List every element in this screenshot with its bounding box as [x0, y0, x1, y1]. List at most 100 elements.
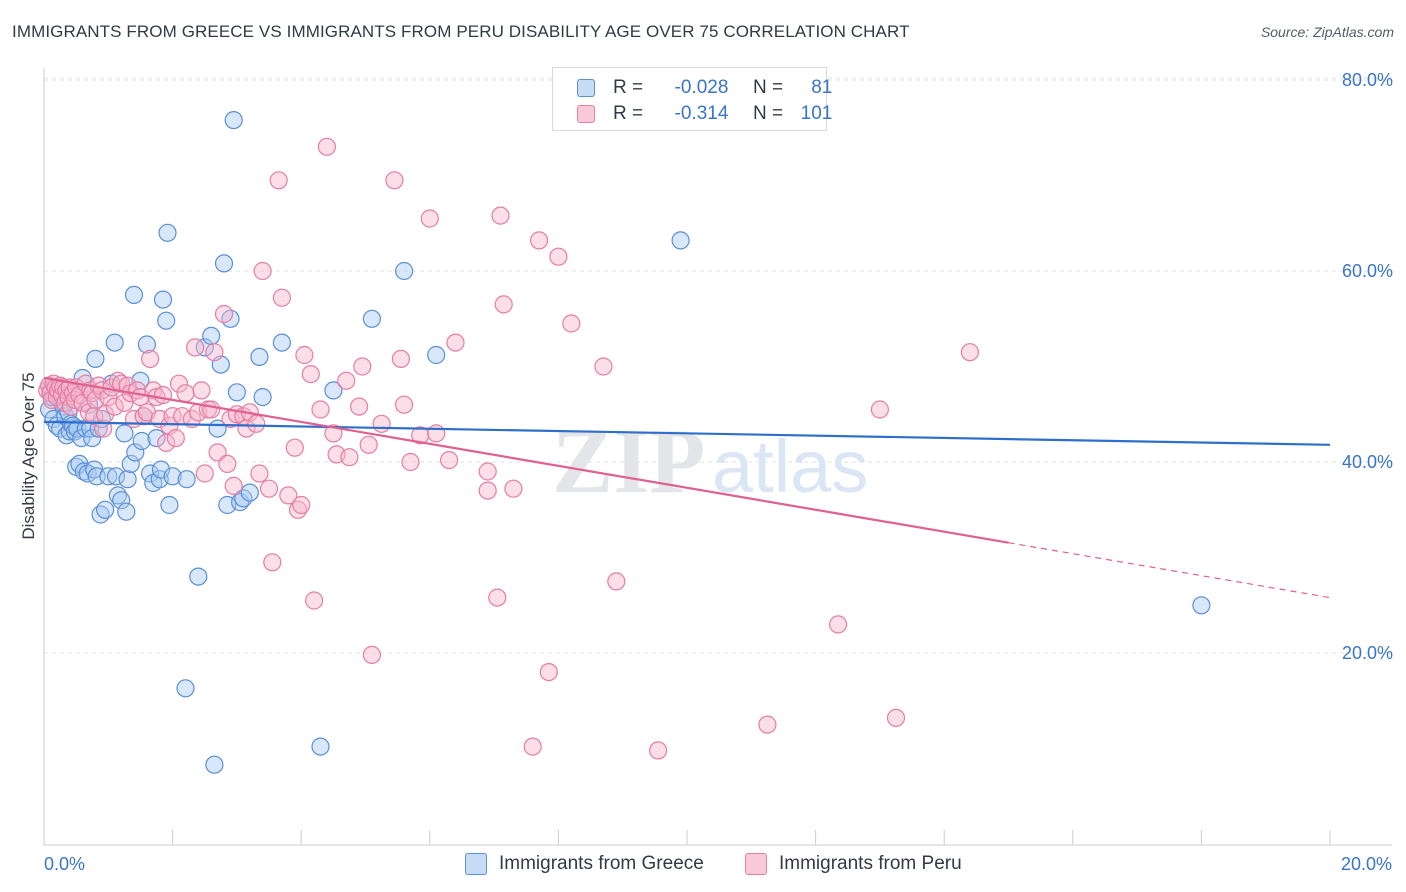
greece-point	[195, 338, 214, 357]
peru-point	[94, 419, 113, 438]
greece-point	[141, 464, 160, 483]
peru-point	[288, 500, 308, 519]
greece-point	[160, 495, 179, 515]
greece-point	[151, 460, 171, 479]
legend-swatch-peru	[577, 105, 595, 123]
bottom-legend-swatch-peru	[745, 853, 767, 875]
peru-point	[870, 400, 890, 419]
peru-point	[562, 314, 581, 333]
greece-point	[427, 345, 446, 365]
peru-point	[253, 261, 272, 281]
bottom-legend-greece: Immigrants from Greece	[465, 851, 725, 877]
legend-r-label: R =	[613, 77, 644, 98]
greece-point	[272, 333, 291, 352]
peru-point	[491, 206, 510, 225]
peru-point	[607, 572, 626, 591]
peru-point	[105, 397, 124, 416]
peru-point	[372, 414, 391, 433]
greece-point	[115, 424, 134, 443]
peru-point	[391, 349, 410, 368]
peru-point	[960, 343, 980, 362]
peru-point	[758, 715, 777, 734]
legend-swatch-greece	[577, 79, 595, 97]
peru-point	[440, 451, 459, 470]
greece-point	[112, 491, 131, 510]
peru-point	[182, 409, 201, 429]
peru-point	[63, 384, 83, 403]
greece-point	[117, 502, 136, 521]
bottom-legend-swatch-greece	[465, 853, 487, 875]
peru-point	[529, 231, 549, 250]
greece-point	[1192, 596, 1211, 615]
greece-point	[214, 254, 234, 273]
peru-point	[886, 708, 906, 728]
greece-point	[118, 470, 137, 489]
peru-point	[169, 374, 189, 393]
peru-point	[305, 591, 324, 610]
peru-point	[192, 381, 211, 400]
greece-point	[205, 755, 224, 774]
greece-point	[95, 500, 115, 519]
watermark-zip: ZIP	[552, 410, 705, 512]
legend-n-label: N =	[752, 103, 784, 124]
peru-point	[195, 464, 214, 483]
greece-point	[132, 431, 151, 451]
peru-point	[292, 495, 311, 515]
watermark-atlas: atlas	[712, 425, 868, 508]
greece-point	[157, 311, 176, 330]
greece-point	[86, 349, 105, 368]
peru-point	[478, 481, 497, 500]
greece-point	[147, 429, 166, 448]
peru-trend-line-extension	[1008, 542, 1331, 599]
legend-peru-n: 101	[800, 103, 833, 124]
greece-point	[250, 347, 269, 366]
peru-point	[401, 452, 420, 472]
x-tick-label-min: 0.0%	[44, 854, 85, 874]
y-axis-label: Disability Age Over 75	[19, 372, 38, 539]
peru-point	[166, 429, 185, 448]
peru-point	[359, 435, 378, 454]
peru-point	[186, 338, 205, 357]
peru-point	[263, 553, 282, 572]
peru-point	[337, 371, 356, 390]
peru-point	[153, 386, 173, 405]
greece-point	[362, 309, 381, 328]
greece-point	[253, 388, 272, 407]
greece-point	[311, 737, 330, 756]
greece-point	[124, 285, 144, 304]
trend-lines	[43, 376, 1331, 599]
peru-point	[285, 438, 304, 457]
source-label: Source: ZipAtlas.com	[1260, 24, 1394, 40]
gridlines	[44, 77, 1392, 654]
peru-point	[259, 479, 279, 498]
peru-point	[446, 333, 465, 352]
peru-point	[362, 645, 381, 665]
legend-n-label: N =	[752, 77, 784, 98]
chart-title: IMMIGRANTS FROM GREECE VS IMMIGRANTS FRO…	[12, 22, 910, 41]
greece-point	[99, 467, 118, 486]
greece-point	[177, 470, 196, 489]
bottom-legend-peru: Immigrants from Peru	[745, 851, 995, 877]
peru-point	[224, 476, 243, 495]
peru-point	[539, 662, 558, 682]
greece-point	[224, 110, 243, 130]
peru-point	[427, 424, 446, 443]
peru-point	[488, 588, 507, 607]
peru-point	[250, 464, 269, 483]
peru-point	[202, 400, 221, 419]
greece-point	[395, 261, 414, 281]
peru-point	[350, 397, 369, 416]
legend-peru-r: -0.314	[674, 103, 729, 124]
peru-point	[54, 378, 73, 397]
y-tick-label: 20.0%	[1342, 643, 1393, 663]
peru-point	[340, 448, 359, 467]
peru-point	[353, 357, 372, 376]
peru-point	[176, 384, 195, 403]
peru-point	[157, 433, 176, 452]
greece-trend-line	[43, 420, 1331, 446]
zipatlas-watermark: ZIP atlas	[552, 410, 868, 512]
peru-point	[279, 486, 298, 505]
peru-point	[317, 137, 336, 156]
peru-point	[108, 371, 128, 390]
